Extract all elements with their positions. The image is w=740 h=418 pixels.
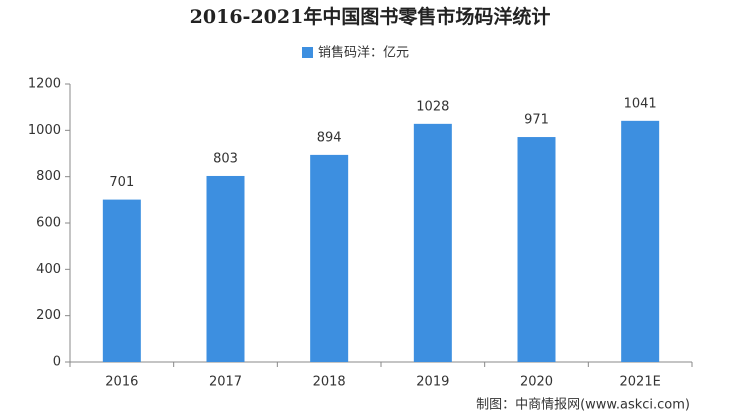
y-tick-label: 1200 [28, 77, 61, 92]
bar [310, 154, 349, 362]
bar [517, 137, 556, 362]
x-tick-label: 2019 [416, 375, 449, 390]
bar [206, 175, 245, 362]
x-tick-label: 2021E [620, 375, 661, 390]
y-tick-label: 800 [36, 169, 61, 184]
value-label: 1028 [416, 99, 449, 114]
x-tick-label: 2017 [209, 375, 242, 390]
x-tick-label: 2016 [105, 375, 138, 390]
x-tick-label: 2018 [313, 375, 346, 390]
value-label: 1041 [624, 96, 657, 111]
x-tick-label: 2020 [520, 375, 553, 390]
y-tick-label: 0 [53, 355, 61, 370]
chart-title: 2016-2021年中国图书零售市场码洋统计 [190, 5, 551, 28]
y-tick-label: 1000 [28, 123, 61, 138]
source-note: 制图：中商情报网(www.askci.com) [476, 398, 690, 413]
y-tick-label: 600 [36, 216, 61, 231]
bar [102, 199, 141, 362]
value-label: 803 [213, 151, 238, 166]
bar [621, 120, 660, 363]
value-label: 894 [317, 130, 342, 145]
value-label: 971 [524, 113, 549, 128]
y-tick-label: 400 [36, 262, 61, 277]
bar [413, 123, 452, 362]
legend-label: 销售码洋：亿元 [318, 45, 409, 61]
legend-swatch [302, 47, 313, 58]
value-label: 701 [109, 175, 134, 190]
y-tick-label: 200 [36, 308, 61, 323]
